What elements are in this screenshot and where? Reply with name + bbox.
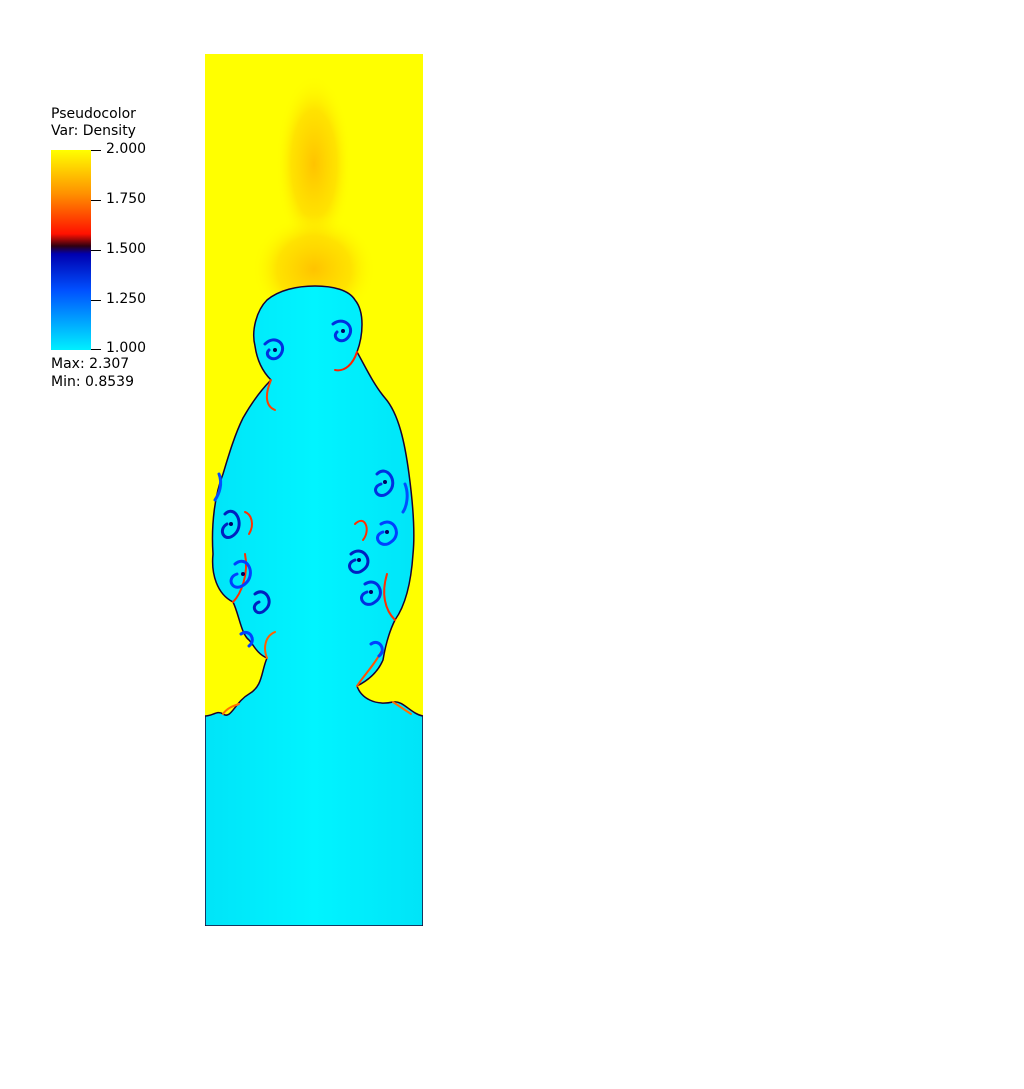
density-plot	[205, 54, 423, 926]
colorbar-tick	[91, 300, 101, 301]
colorbar-tick-label: 1.000	[106, 340, 147, 356]
colorbar-tick-label: 2.000	[106, 141, 147, 157]
legend-title: Pseudocolor	[51, 106, 136, 122]
vortex-cores	[229, 329, 389, 594]
colorbar-tick-label: 1.750	[106, 191, 147, 207]
wake-column	[276, 74, 352, 254]
light-fluid-region	[205, 285, 423, 926]
vortex-structures	[213, 319, 409, 658]
colorbar-tick	[91, 250, 101, 251]
min-value-label: Min: 0.8539	[51, 374, 134, 390]
colorbar-tick	[91, 349, 101, 350]
max-value-label: Max: 2.307	[51, 356, 130, 372]
colorbar-tick	[91, 200, 101, 201]
legend-variable: Var: Density	[51, 123, 136, 139]
colorbar-tick-label: 1.500	[106, 241, 147, 257]
colorbar-tick	[91, 150, 101, 151]
mixing-filaments	[222, 351, 412, 715]
colorbar-tick-label: 1.250	[106, 291, 147, 307]
colorbar-legend: Pseudocolor Var: Density 2.000 1.750 1.5…	[51, 106, 191, 406]
colorbar	[51, 150, 91, 350]
colorbar-gradient	[51, 150, 91, 350]
